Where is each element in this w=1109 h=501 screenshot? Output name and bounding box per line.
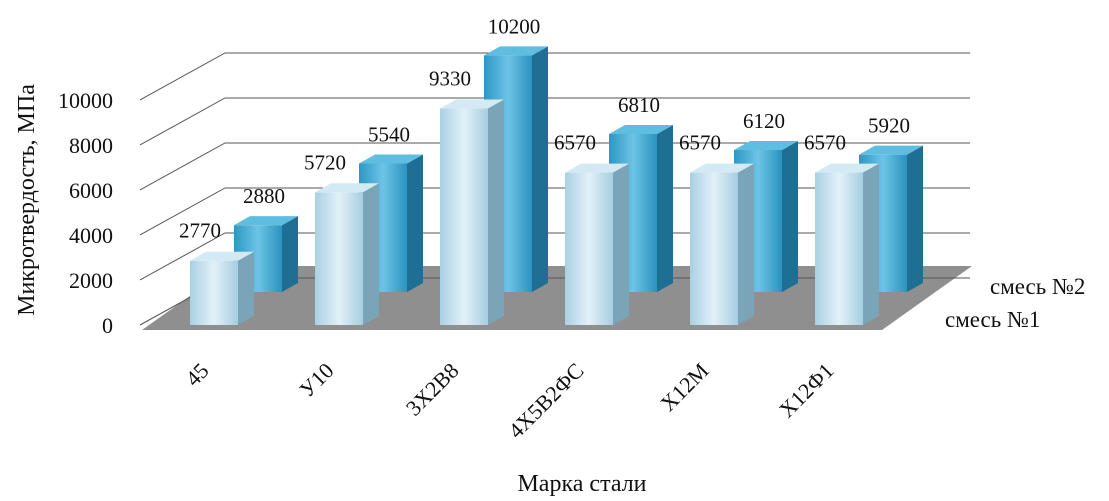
bar-series-1 bbox=[440, 99, 504, 325]
x-tick-label: 3Х2В8 bbox=[401, 358, 464, 421]
y-tick-label: 0 bbox=[102, 313, 113, 338]
data-label-series-1: 9330 bbox=[429, 67, 471, 91]
data-label-series-1: 6570 bbox=[804, 131, 846, 155]
y-tick-label: 10000 bbox=[58, 88, 113, 113]
data-label-series-2: 10200 bbox=[488, 14, 541, 38]
data-label-series-2: 6810 bbox=[618, 93, 660, 117]
data-label-series-2: 5540 bbox=[368, 122, 410, 146]
y-tick-label: 2000 bbox=[69, 268, 113, 293]
x-tick-label: 45 bbox=[180, 358, 213, 391]
x-tick-label: Х12Ф1 bbox=[774, 358, 839, 423]
series-label-1: смесь №1 bbox=[945, 307, 1040, 332]
data-label-series-2: 5920 bbox=[868, 114, 910, 138]
gridline bbox=[139, 97, 970, 146]
bar-series-1 bbox=[690, 163, 754, 325]
data-label-series-1: 6570 bbox=[679, 131, 721, 155]
data-label-series-1: 6570 bbox=[554, 131, 596, 155]
gridline bbox=[139, 52, 970, 101]
gridline bbox=[139, 142, 970, 191]
data-label-series-2: 2880 bbox=[243, 184, 285, 208]
y-tick-label: 6000 bbox=[69, 178, 113, 203]
bar-series-2 bbox=[609, 125, 673, 293]
bar-series-1 bbox=[315, 183, 379, 325]
x-tick-label: 4Х5В2ФС bbox=[503, 358, 588, 443]
x-tick-label: Х12М bbox=[655, 358, 713, 416]
x-axis-title: Марка стали bbox=[517, 471, 646, 497]
x-tick-label: У10 bbox=[294, 358, 338, 402]
y-tick-label: 8000 bbox=[69, 133, 113, 158]
y-axis-title: Микротвердость, МПа bbox=[14, 84, 40, 316]
bar-series-1 bbox=[190, 251, 254, 325]
data-label-series-2: 6120 bbox=[743, 109, 785, 133]
bar-series-1 bbox=[815, 163, 879, 325]
data-label-series-1: 2770 bbox=[179, 219, 221, 243]
bar-series-1 bbox=[565, 163, 629, 325]
series-label-2: смесь №2 bbox=[990, 274, 1085, 299]
data-label-series-1: 5720 bbox=[304, 150, 346, 174]
y-tick-label: 4000 bbox=[69, 223, 113, 248]
